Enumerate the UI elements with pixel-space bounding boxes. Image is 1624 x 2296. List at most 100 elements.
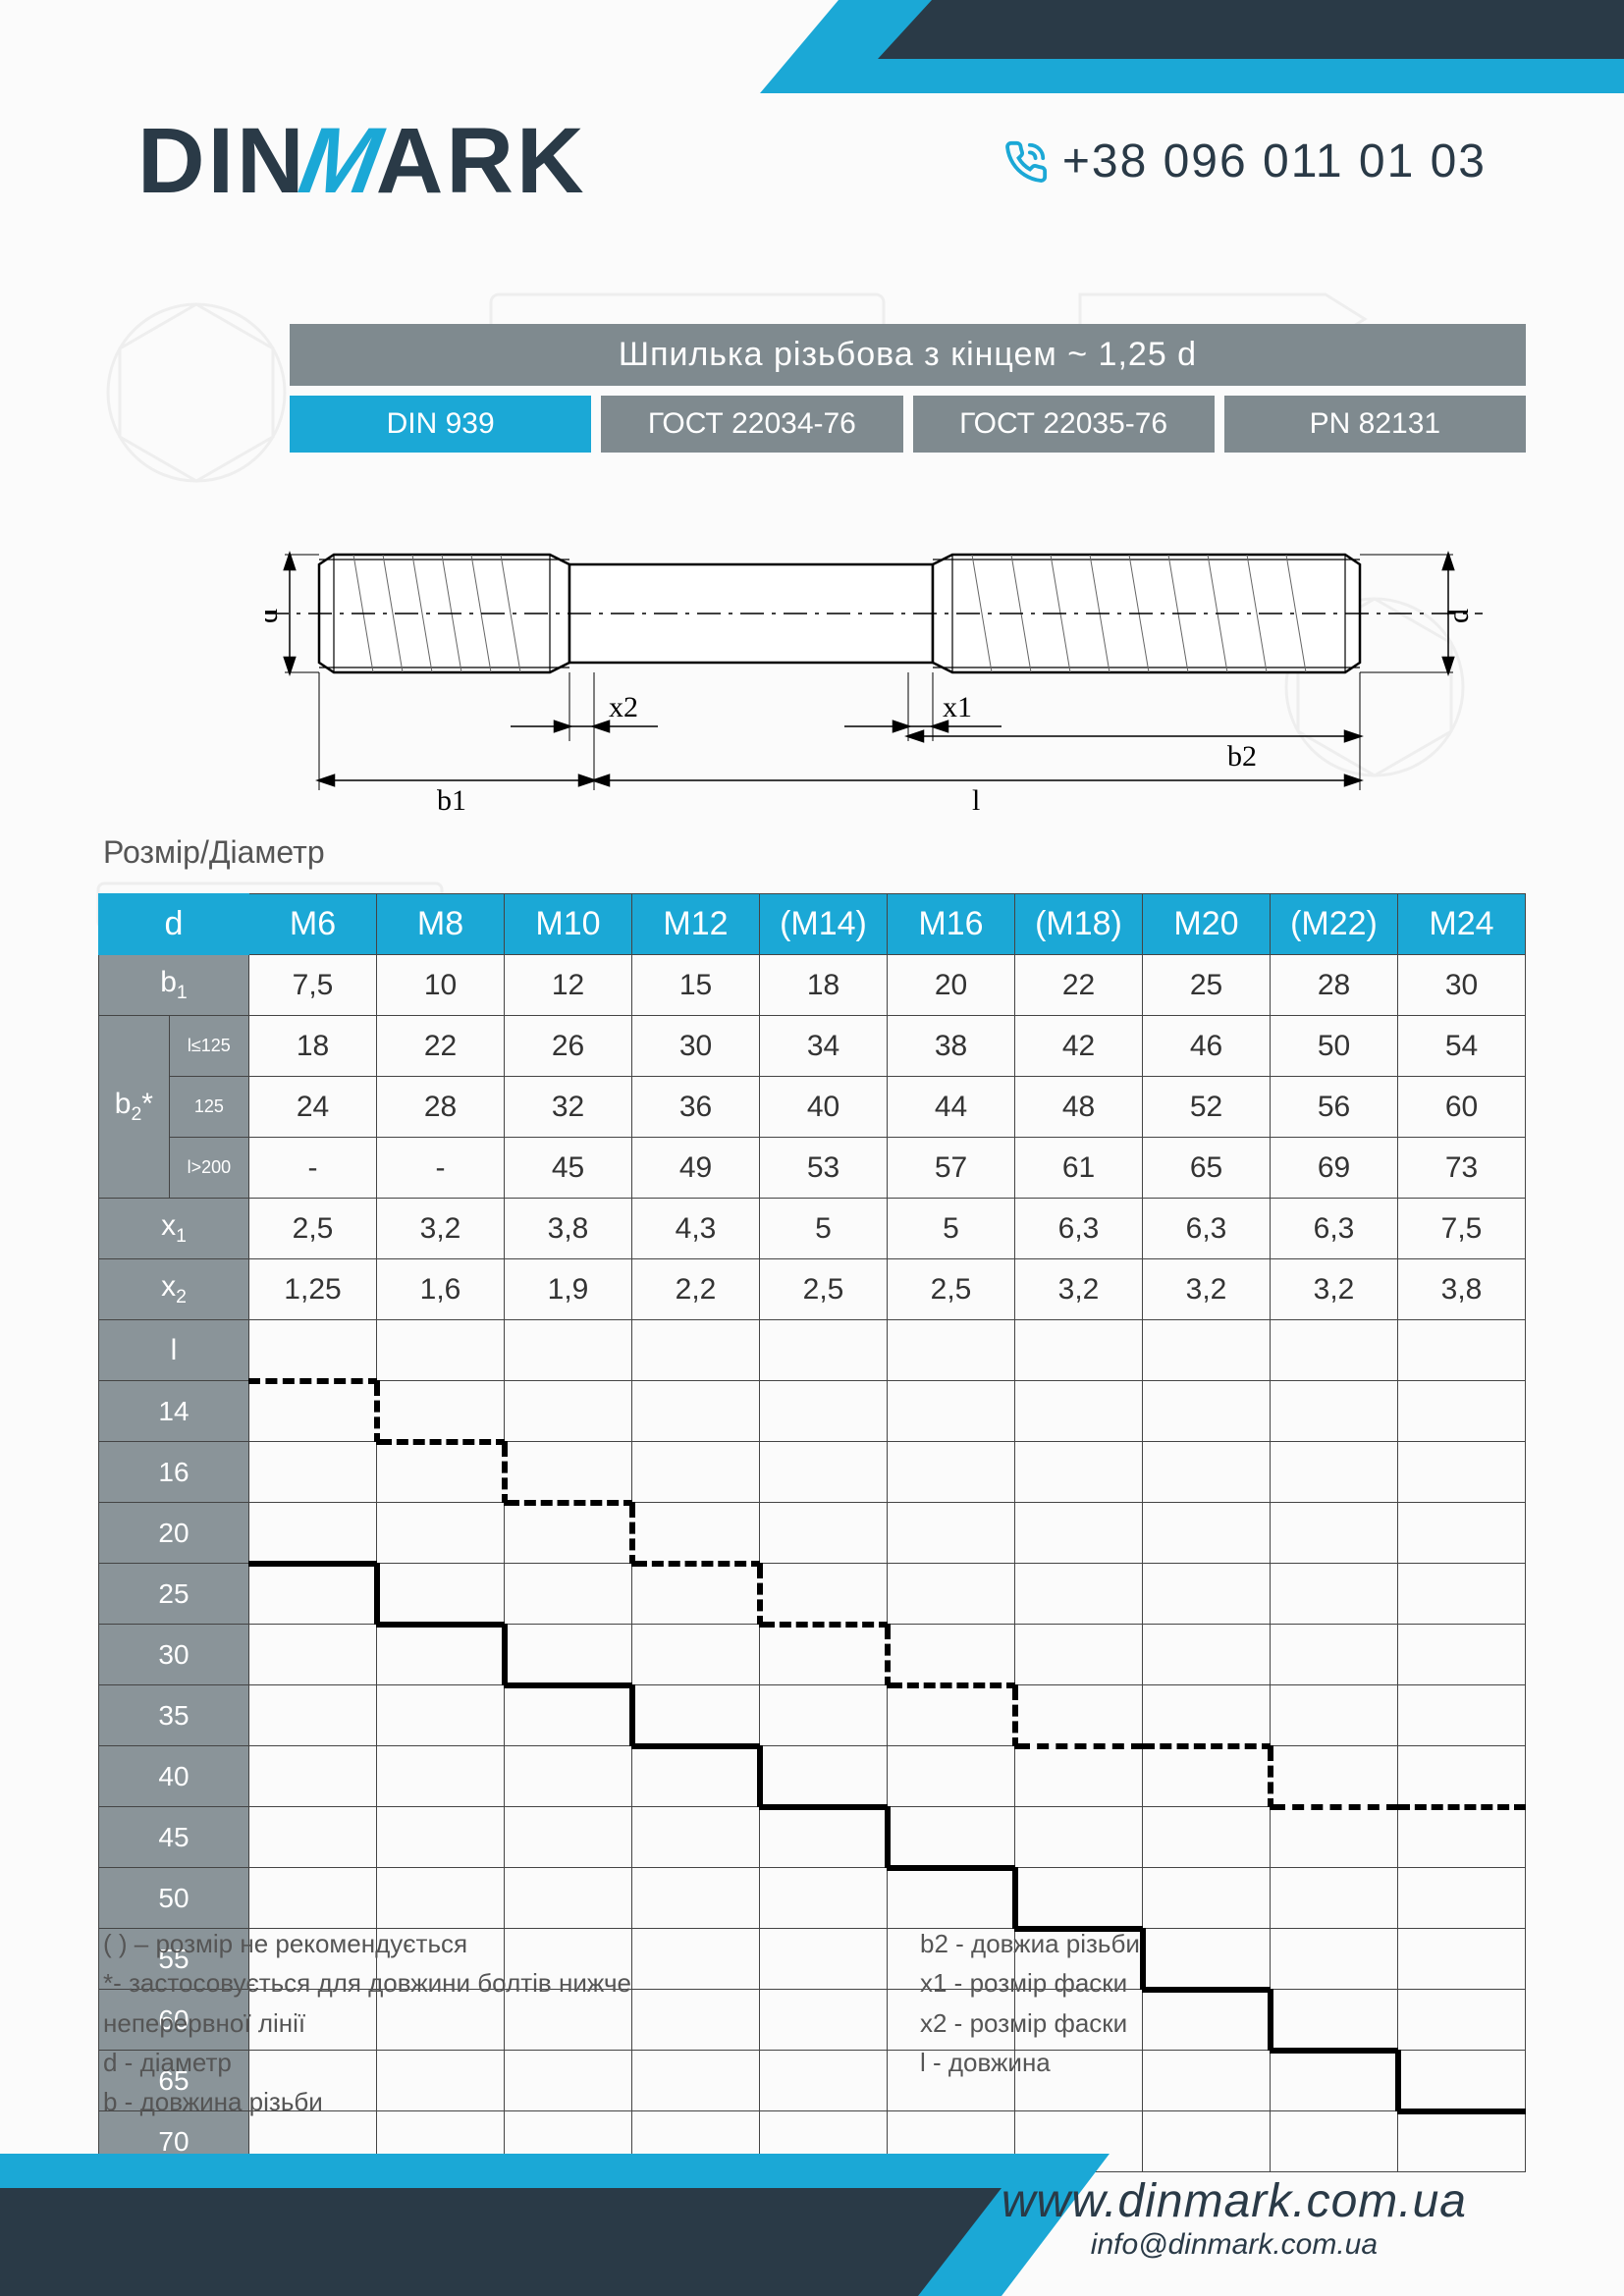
table-cell: 28 — [1271, 955, 1398, 1016]
table-row-sublabel: 125 — [169, 1077, 248, 1138]
diagram-label-l: l — [972, 784, 980, 815]
table-cell — [632, 1746, 760, 1807]
table-cell: 6,3 — [1015, 1199, 1143, 1259]
table-cell: 2,5 — [760, 1259, 888, 1320]
legend-line: x2 - розмір фаски — [920, 2003, 1521, 2043]
table-cell — [1015, 1685, 1143, 1746]
table-cell: 69 — [1271, 1138, 1398, 1199]
table-cell — [1015, 1807, 1143, 1868]
legend-line: x1 - розмір фаски — [920, 1963, 1521, 2002]
table-row-length: 50 — [99, 1868, 249, 1929]
legend-right: b2 - довжиа різьбиx1 - розмір фаскиx2 - … — [920, 1924, 1521, 2121]
legend-line: *- застосовується для довжини болтів ниж… — [103, 1963, 704, 2043]
table-cell: 34 — [760, 1016, 888, 1077]
table-cell: 22 — [1015, 955, 1143, 1016]
table-cell — [1015, 1503, 1143, 1564]
table-header-d: d — [99, 894, 249, 955]
table-cell: 60 — [1398, 1077, 1526, 1138]
table-cell — [888, 1381, 1015, 1442]
table-cell: 12 — [505, 955, 632, 1016]
phone-block: +38 096 011 01 03 — [1003, 134, 1487, 188]
logo-text-pre: DIN — [137, 108, 307, 215]
table-cell — [1398, 1685, 1526, 1746]
table-row-length: 40 — [99, 1746, 249, 1807]
table-cell — [249, 1503, 377, 1564]
diagram-label-b1: b1 — [437, 784, 466, 815]
table-cell: 3,2 — [1271, 1259, 1398, 1320]
table-cell: 3,2 — [1143, 1259, 1271, 1320]
table-cell: 54 — [1398, 1016, 1526, 1077]
table-cell — [1271, 1564, 1398, 1625]
table-cell — [760, 1564, 888, 1625]
table-cell — [505, 1685, 632, 1746]
table-cell — [1143, 1320, 1271, 1381]
legend-left: ( ) – розмір не рекомендується*- застосо… — [103, 1924, 704, 2121]
table-header-col: M10 — [505, 894, 632, 955]
table-cell: 10 — [377, 955, 505, 1016]
table-cell: 5 — [760, 1199, 888, 1259]
table-cell: 32 — [505, 1077, 632, 1138]
table-cell — [632, 1868, 760, 1929]
table-header-col: M20 — [1143, 894, 1271, 955]
table-cell — [249, 1564, 377, 1625]
table-header-col: (M14) — [760, 894, 888, 955]
standard-cell: ГОСТ 22035-76 — [913, 396, 1215, 453]
standards-row: DIN 939ГОСТ 22034-76ГОСТ 22035-76PN 8213… — [290, 396, 1526, 453]
legend-line: d - діаметр — [103, 2043, 704, 2082]
table-cell — [1398, 1746, 1526, 1807]
table-cell — [377, 1503, 505, 1564]
table-cell: 2,2 — [632, 1259, 760, 1320]
table-cell — [377, 1807, 505, 1868]
table-cell: 30 — [632, 1016, 760, 1077]
table-cell — [1015, 1746, 1143, 1807]
table-cell — [1271, 1381, 1398, 1442]
table-cell — [1143, 1685, 1271, 1746]
phone-icon — [1003, 139, 1049, 185]
table-cell — [632, 1685, 760, 1746]
table-cell — [1271, 1868, 1398, 1929]
table-cell: 3,2 — [377, 1199, 505, 1259]
table-cell — [249, 1442, 377, 1503]
table-header-col: (M18) — [1015, 894, 1143, 955]
table-cell: 3,2 — [1015, 1259, 1143, 1320]
standard-cell: ГОСТ 22034-76 — [601, 396, 902, 453]
table-cell — [249, 1807, 377, 1868]
table-cell: 20 — [888, 955, 1015, 1016]
table-cell: 3,8 — [505, 1199, 632, 1259]
table-cell — [249, 1625, 377, 1685]
table-cell: 4,3 — [632, 1199, 760, 1259]
standard-cell: PN 82131 — [1224, 396, 1526, 453]
table-cell — [1143, 1503, 1271, 1564]
diagram-label-x2: x2 — [609, 691, 638, 723]
table-cell — [1143, 1807, 1271, 1868]
table-cell: 48 — [1015, 1077, 1143, 1138]
standards-block: Шпилька різьбова з кінцем ~ 1,25 d DIN 9… — [137, 324, 1526, 453]
table-cell — [377, 1564, 505, 1625]
footer-url: www.dinmark.com.ua — [1001, 2174, 1467, 2228]
legend-line: l - довжина — [920, 2043, 1521, 2082]
table-cell — [760, 1442, 888, 1503]
table-cell — [505, 1868, 632, 1929]
table-cell — [1271, 1442, 1398, 1503]
table-cell — [632, 1807, 760, 1868]
table-cell — [1015, 1868, 1143, 1929]
table-row-label: b1 — [99, 955, 249, 1016]
table-cell — [760, 1381, 888, 1442]
table-cell — [760, 1320, 888, 1381]
table-cell — [888, 1685, 1015, 1746]
table-cell: 44 — [888, 1077, 1015, 1138]
table-row-length: 20 — [99, 1503, 249, 1564]
diagram-label-b2: b2 — [1227, 740, 1257, 773]
table-cell — [377, 1746, 505, 1807]
table-cell — [888, 1746, 1015, 1807]
table-row-length: 16 — [99, 1442, 249, 1503]
table-cell: 7,5 — [1398, 1199, 1526, 1259]
table-cell: 3,8 — [1398, 1259, 1526, 1320]
table-cell — [249, 1868, 377, 1929]
table-cell — [760, 1625, 888, 1685]
table-cell — [760, 1685, 888, 1746]
table-cell — [1271, 1807, 1398, 1868]
table-header-col: (M22) — [1271, 894, 1398, 955]
page-footer: www.dinmark.com.ua info@dinmark.com.ua — [0, 2119, 1624, 2296]
table-cell — [888, 1625, 1015, 1685]
